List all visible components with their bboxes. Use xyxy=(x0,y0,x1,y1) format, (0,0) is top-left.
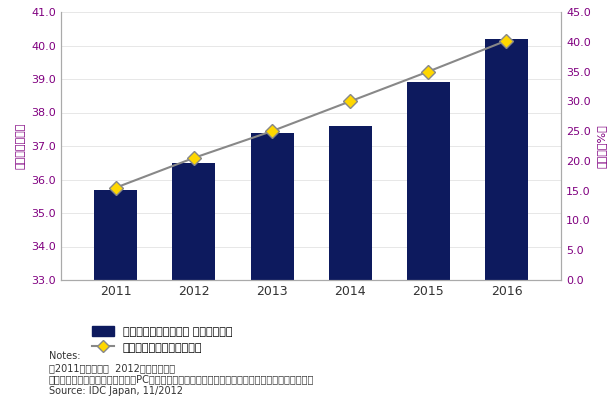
Legend: 法人向けクライアント 端末累積台数, クライアント仮想化導入率: 法人向けクライアント 端末累積台数, クライアント仮想化導入率 xyxy=(92,326,232,353)
Bar xyxy=(485,39,528,400)
Bar xyxy=(173,163,215,400)
Bar xyxy=(251,133,293,400)
Y-axis label: 台数（百万台）: 台数（百万台） xyxy=(16,123,26,169)
Y-axis label: 導入率（%）: 導入率（%） xyxy=(597,124,606,168)
Text: Notes:
・2011年は実績値  2012年以降は予測
・法人向けクライアント端末は、PC、シンクライアント専用端末、ターミナルクライアントを含む
Sour: Notes: ・2011年は実績値 2012年以降は予測 ・法人向けクライアント… xyxy=(49,351,314,396)
Bar xyxy=(94,190,137,400)
Bar xyxy=(329,126,371,400)
Bar xyxy=(407,82,450,400)
